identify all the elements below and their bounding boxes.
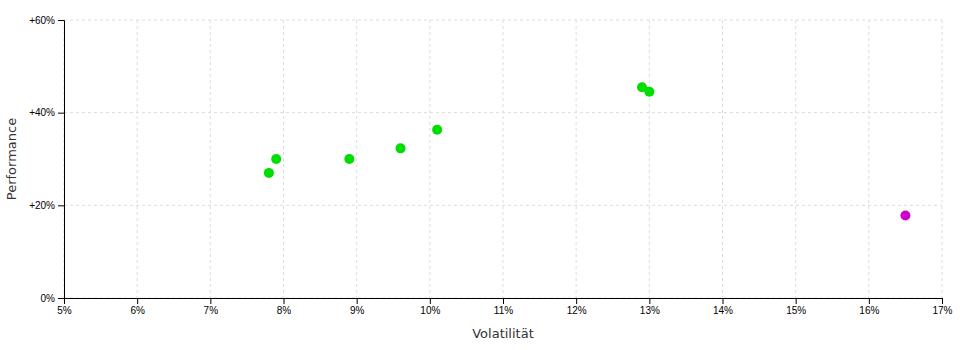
x-tick-label: 15%: [786, 305, 806, 316]
grid-line-x: [210, 20, 211, 298]
x-tick-label: 11%: [494, 305, 513, 316]
y-tick-label: +60%: [29, 15, 55, 26]
x-tick: 6%: [130, 298, 145, 316]
x-tick-label: 12%: [567, 305, 587, 316]
x-tick-mark: [357, 298, 358, 304]
x-tick-label: 14%: [713, 305, 733, 316]
grid-line-y: [64, 205, 942, 206]
point: [432, 125, 442, 135]
point: [264, 168, 274, 178]
point: [644, 87, 654, 97]
point: [344, 154, 354, 164]
x-tick-mark: [649, 298, 650, 304]
chart-container: 5% 6% 7% 8% 9% 10% 11% 12% 13% 14% 15% 16% 17% 0% +20%…: [0, 0, 966, 350]
grid-line-x: [137, 20, 138, 298]
y-tick-label: +40%: [29, 107, 55, 118]
x-tick-label: 7%: [204, 305, 219, 316]
y-tick: 0%: [41, 293, 64, 304]
x-tick: 8%: [277, 298, 292, 316]
x-tick-mark: [210, 298, 211, 304]
point: [900, 211, 910, 221]
x-tick: 15%: [786, 298, 806, 316]
x-tick: 16%: [859, 298, 879, 316]
x-tick: 9%: [350, 298, 365, 316]
grid-line-x: [576, 20, 577, 298]
point: [396, 143, 406, 153]
grid-line-x: [503, 20, 504, 298]
x-tick-mark: [137, 298, 138, 304]
grid-line-y: [64, 20, 942, 21]
grid-line-y: [64, 112, 942, 113]
point: [271, 154, 281, 164]
x-tick-label: 9%: [350, 305, 365, 316]
grid-line-x: [356, 20, 357, 298]
x-tick-mark: [796, 298, 797, 304]
x-tick: 14%: [713, 298, 733, 316]
x-axis: 5% 6% 7% 8% 9% 10% 11% 12% 13% 14% 15% 16% 17%: [57, 298, 952, 316]
y-tick: +40%: [29, 107, 64, 118]
plot: 5% 6% 7% 8% 9% 10% 11% 12% 13% 14% 15% 16% 17% 0% +20%…: [29, 15, 952, 316]
x-tick-mark: [430, 298, 431, 304]
x-tick-mark: [942, 298, 943, 304]
x-tick-mark: [869, 298, 870, 304]
y-tick-mark: [58, 298, 64, 299]
x-tick: 10%: [420, 298, 440, 316]
x-axis-line: [65, 299, 943, 305]
x-tick: 13%: [640, 298, 660, 316]
x-tick: 7%: [204, 298, 219, 316]
grid-line-x: [649, 20, 650, 298]
x-tick-mark: [576, 298, 577, 304]
x-tick-mark: [284, 298, 285, 304]
x-tick-label: 17%: [932, 305, 952, 316]
x-tick-mark: [723, 298, 724, 304]
x-tick-label: 13%: [640, 305, 660, 316]
grid-line-x: [429, 20, 430, 298]
x-tick-label: 16%: [859, 305, 879, 316]
x-tick-label: 10%: [420, 305, 440, 316]
grid-line-x: [868, 20, 869, 298]
chart-svg: 5% 6% 7% 8% 9% 10% 11% 12% 13% 14% 15% 16% 17% 0% +20%…: [0, 0, 966, 350]
x-tick: 11%: [494, 298, 513, 316]
x-tick-label: 8%: [277, 305, 292, 316]
x-tick-label: 5%: [57, 305, 72, 316]
grid-line-x: [795, 20, 796, 298]
x-tick: 12%: [567, 298, 587, 316]
grid: [64, 20, 942, 298]
grid-line-x: [942, 20, 943, 298]
y-axis-line: [58, 21, 65, 299]
x-tick: 5%: [57, 298, 72, 316]
series: [900, 211, 910, 221]
y-tick: +60%: [29, 15, 64, 26]
marks: [264, 82, 911, 220]
y-tick-label: +20%: [29, 200, 55, 211]
x-tick: 17%: [932, 298, 952, 316]
y-tick-label: 0%: [41, 293, 56, 304]
y-tick-mark: [58, 20, 64, 21]
y-tick-mark: [58, 205, 64, 206]
grid-line-x: [283, 20, 284, 298]
y-axis: 0% +20% +40% +60%: [29, 15, 64, 304]
x-tick-mark: [503, 298, 504, 304]
y-tick: +20%: [29, 200, 64, 211]
y-axis-title: Performance: [4, 118, 19, 200]
x-tick-label: 6%: [130, 305, 145, 316]
series: [264, 82, 654, 178]
y-tick-mark: [58, 113, 64, 114]
grid-line-x: [722, 20, 723, 298]
x-axis-title: Volatilität: [472, 326, 534, 341]
